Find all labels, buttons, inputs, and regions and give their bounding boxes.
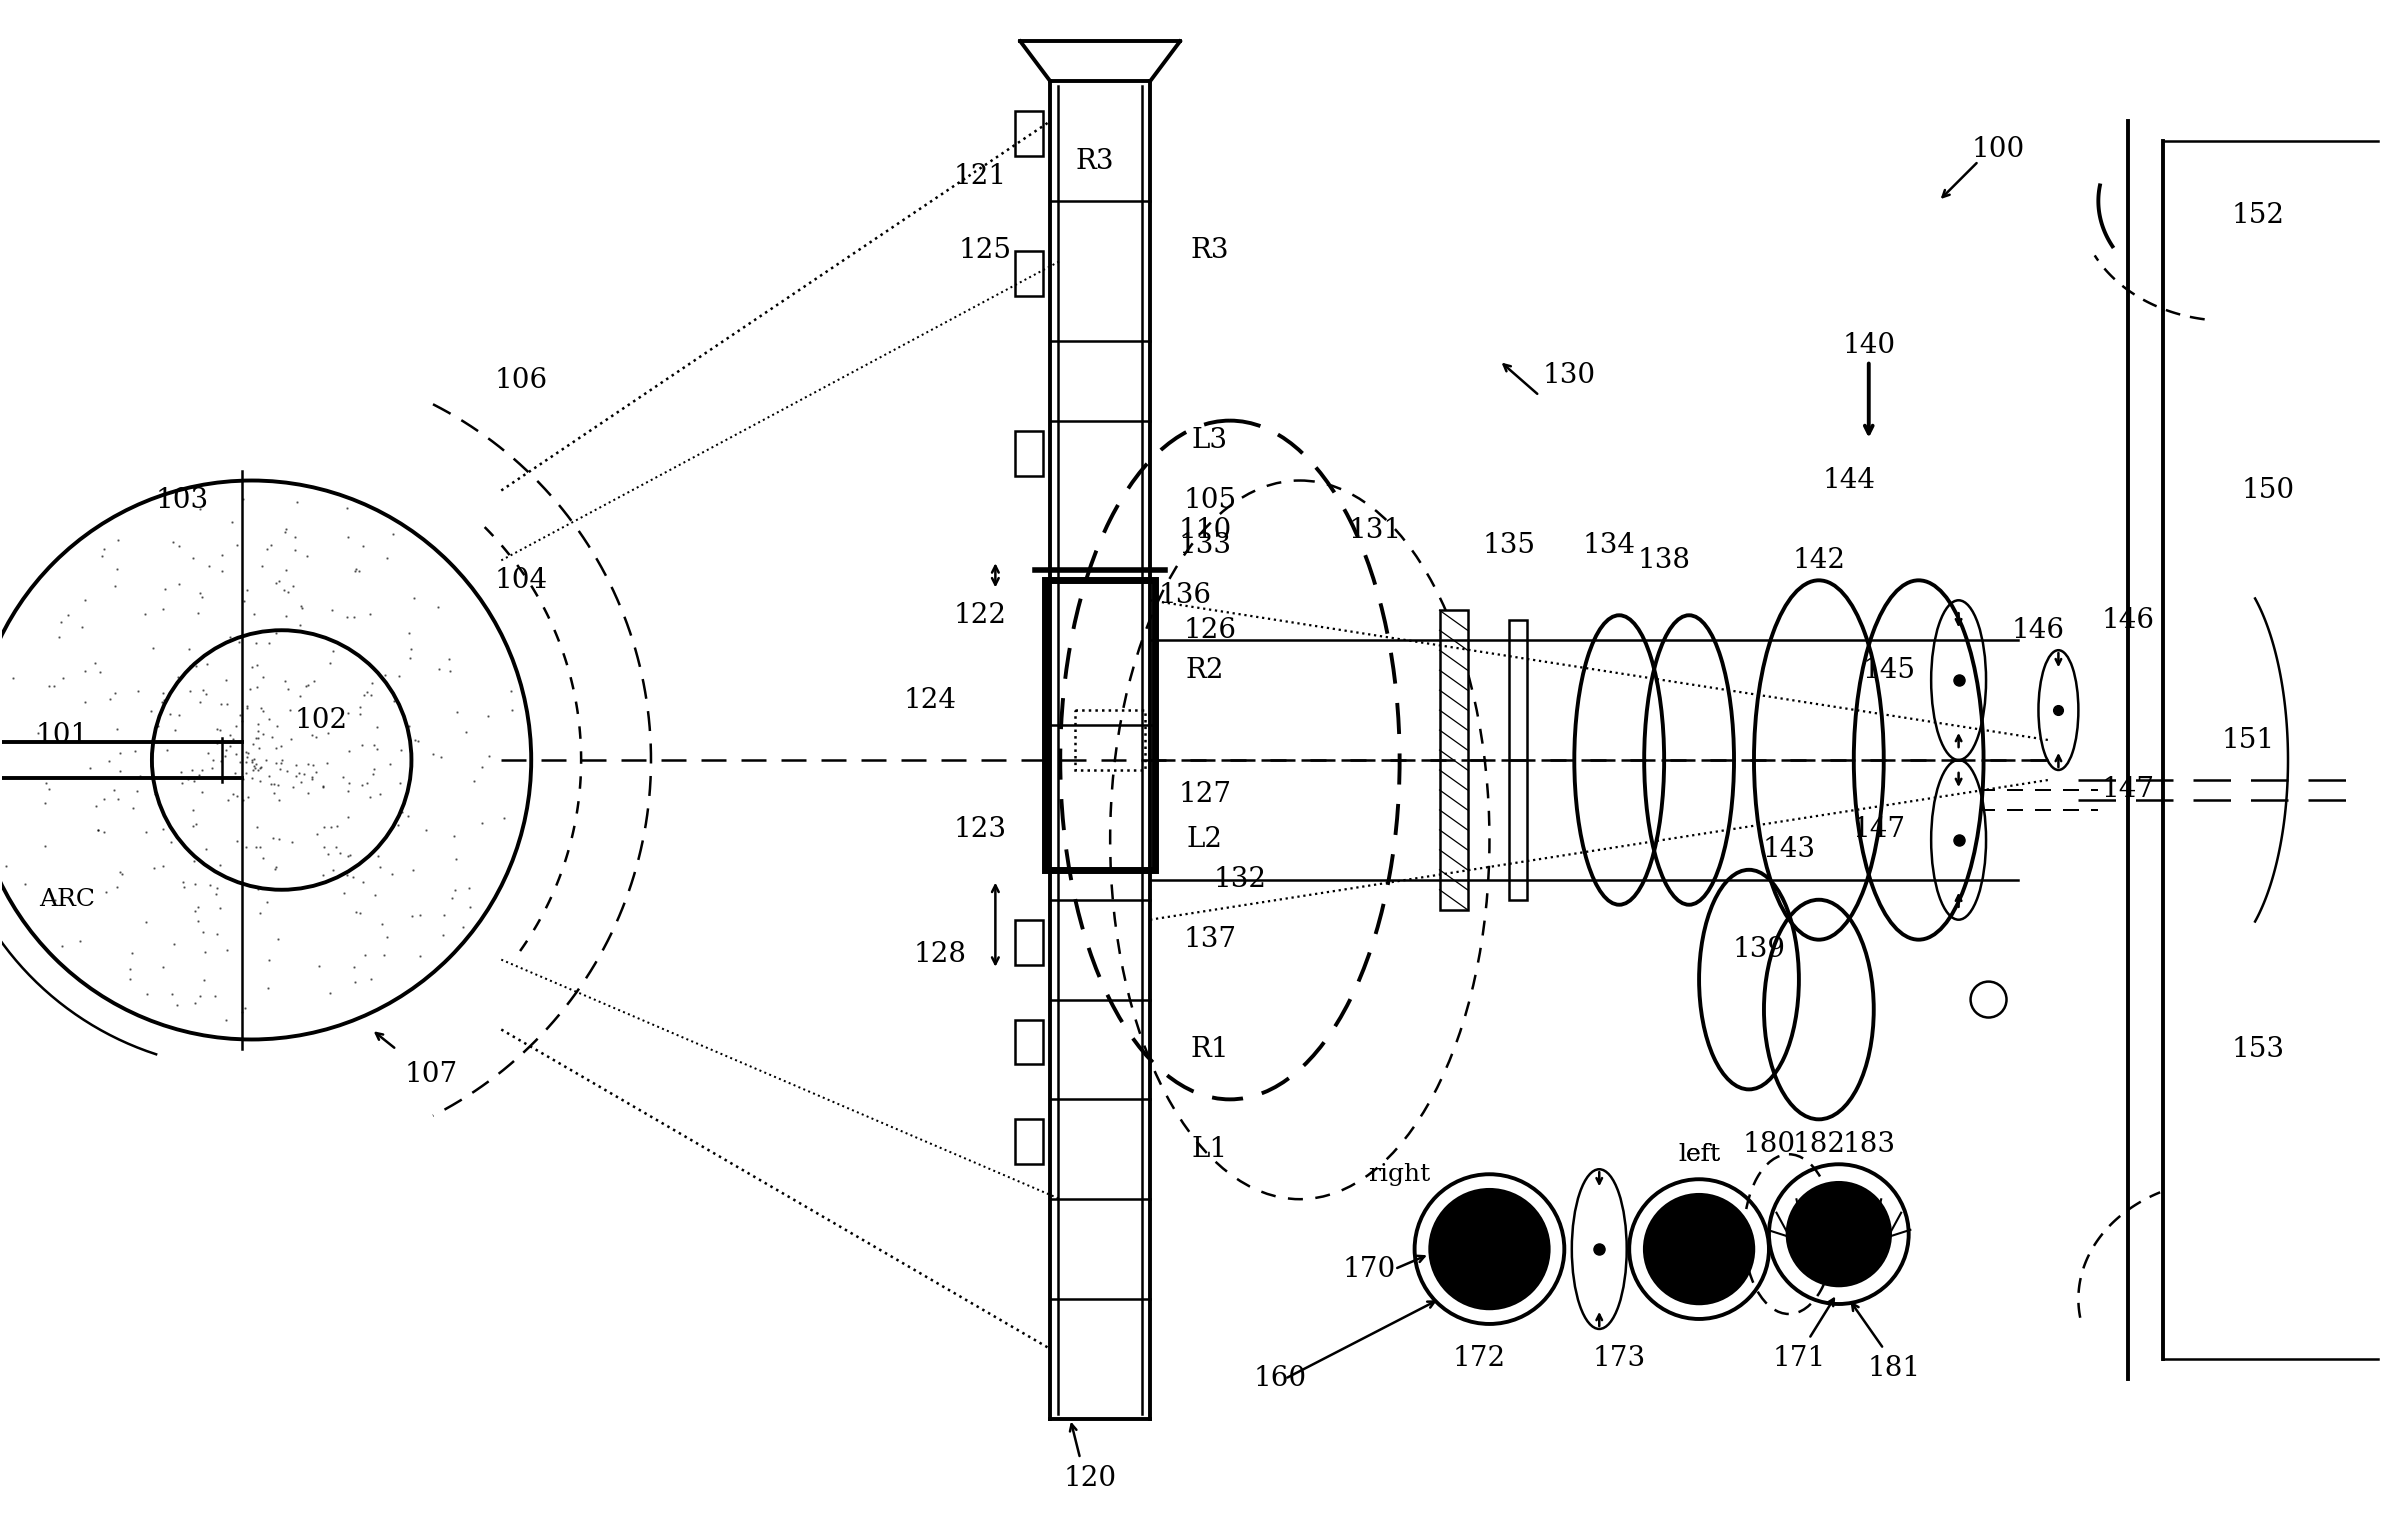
Text: R1: R1 bbox=[1190, 1036, 1228, 1063]
Text: 127: 127 bbox=[1178, 781, 1231, 809]
Text: 146: 146 bbox=[2102, 607, 2155, 634]
Text: 101: 101 bbox=[36, 722, 89, 748]
Text: 160: 160 bbox=[1254, 1365, 1307, 1393]
Text: 102: 102 bbox=[294, 707, 347, 734]
Text: 150: 150 bbox=[2241, 476, 2293, 504]
Text: 170: 170 bbox=[1343, 1256, 1396, 1282]
Text: 144: 144 bbox=[1822, 467, 1875, 495]
Text: 106: 106 bbox=[496, 367, 548, 394]
Text: R2: R2 bbox=[1185, 657, 1223, 684]
Text: 110: 110 bbox=[1178, 517, 1231, 545]
Circle shape bbox=[1645, 1194, 1755, 1305]
Bar bbox=[1015, 1120, 1044, 1164]
Text: 183: 183 bbox=[1843, 1130, 1896, 1157]
Text: 182: 182 bbox=[1793, 1130, 1846, 1157]
Text: 104: 104 bbox=[496, 567, 548, 593]
Text: 125: 125 bbox=[960, 238, 1013, 264]
Text: R3: R3 bbox=[1190, 238, 1228, 264]
Text: 103: 103 bbox=[156, 487, 208, 514]
Text: 124: 124 bbox=[905, 687, 958, 713]
Text: 105: 105 bbox=[1183, 487, 1238, 514]
Text: 138: 138 bbox=[1637, 546, 1690, 573]
Text: 143: 143 bbox=[1762, 836, 1815, 863]
Text: 146: 146 bbox=[2011, 617, 2066, 643]
Text: 130: 130 bbox=[1542, 363, 1597, 390]
Text: 120: 120 bbox=[1063, 1465, 1116, 1493]
Bar bbox=[1015, 1019, 1044, 1065]
Text: L3: L3 bbox=[1192, 428, 1228, 454]
Text: 122: 122 bbox=[953, 602, 1008, 628]
Text: right: right bbox=[1369, 1162, 1432, 1186]
Circle shape bbox=[1786, 1182, 1891, 1286]
Text: R3: R3 bbox=[1075, 147, 1116, 174]
Text: ARC: ARC bbox=[38, 889, 96, 912]
Bar bbox=[1046, 581, 1154, 869]
Bar bbox=[1439, 610, 1468, 910]
Text: 137: 137 bbox=[1183, 927, 1238, 953]
Text: 152: 152 bbox=[2231, 202, 2284, 229]
Text: 133: 133 bbox=[1178, 532, 1231, 558]
Text: 153: 153 bbox=[2231, 1036, 2284, 1063]
Bar bbox=[1015, 431, 1044, 475]
Text: 128: 128 bbox=[915, 941, 967, 968]
Text: 107: 107 bbox=[405, 1060, 457, 1088]
Bar bbox=[1015, 250, 1044, 296]
Bar bbox=[1075, 710, 1144, 771]
Text: 123: 123 bbox=[953, 816, 1008, 843]
Bar bbox=[1015, 919, 1044, 965]
Text: left: left bbox=[1678, 1142, 1721, 1165]
Text: 171: 171 bbox=[1772, 1346, 1827, 1373]
Text: L2: L2 bbox=[1187, 827, 1223, 854]
Text: 151: 151 bbox=[2222, 727, 2274, 754]
Circle shape bbox=[1429, 1189, 1549, 1309]
Text: left: left bbox=[1678, 1142, 1721, 1165]
Text: 173: 173 bbox=[1592, 1346, 1645, 1373]
Text: 132: 132 bbox=[1214, 866, 1266, 894]
Text: 126: 126 bbox=[1183, 617, 1235, 643]
Text: 136: 136 bbox=[1159, 583, 1211, 608]
Text: 131: 131 bbox=[1348, 517, 1400, 545]
Text: 142: 142 bbox=[1793, 546, 1846, 573]
Text: 134: 134 bbox=[1582, 532, 1635, 558]
Text: 147: 147 bbox=[1853, 816, 1906, 843]
Text: L1: L1 bbox=[1192, 1136, 1228, 1164]
Bar bbox=[1511, 620, 1527, 900]
Text: 172: 172 bbox=[1453, 1346, 1506, 1373]
Text: 145: 145 bbox=[1863, 657, 1915, 684]
Text: 181: 181 bbox=[1867, 1355, 1920, 1382]
Text: 139: 139 bbox=[1733, 936, 1786, 963]
Text: 100: 100 bbox=[1973, 135, 2025, 162]
Bar bbox=[1015, 111, 1044, 156]
Text: 147: 147 bbox=[2102, 777, 2155, 804]
Text: 135: 135 bbox=[1482, 532, 1537, 558]
Text: 121: 121 bbox=[953, 162, 1008, 190]
Text: 180: 180 bbox=[1743, 1130, 1796, 1157]
Text: 140: 140 bbox=[1843, 332, 1896, 360]
